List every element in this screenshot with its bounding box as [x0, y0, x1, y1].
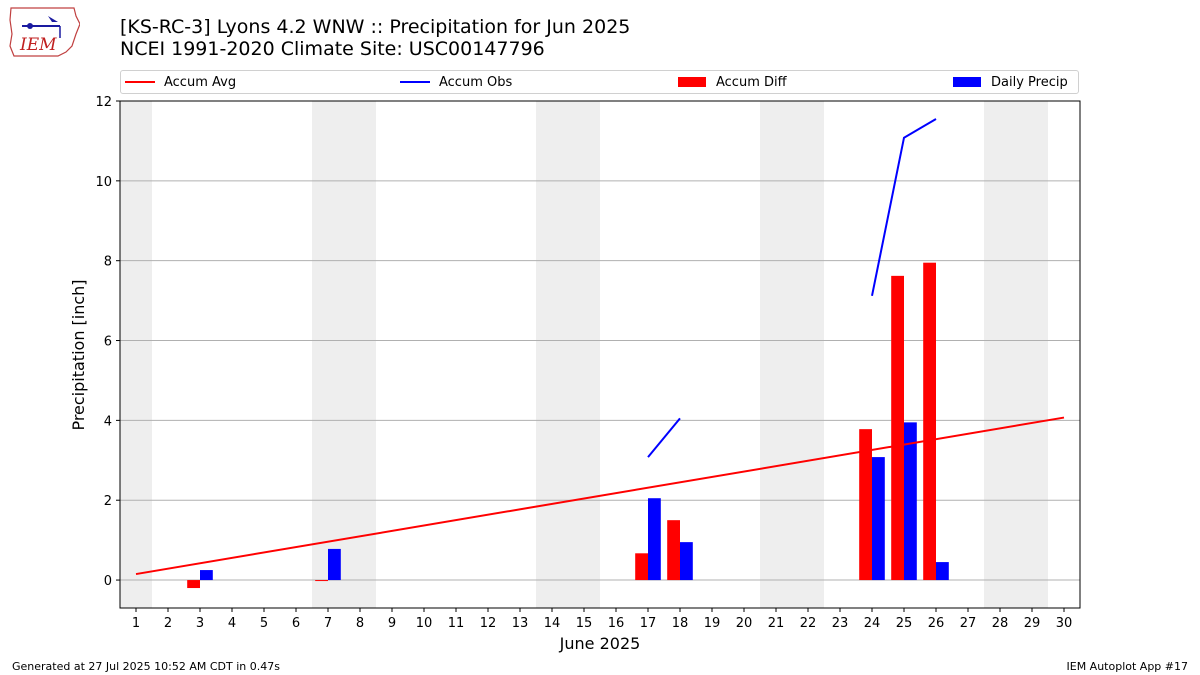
daily-precip-bar: [328, 548, 341, 581]
chart-title-block: [KS-RC-3] Lyons 4.2 WNW :: Precipitation…: [120, 16, 630, 60]
legend-accum-obs: Accum Obs: [400, 71, 512, 93]
y-tick-label: 8: [104, 255, 112, 270]
accum-diff-bar: [667, 520, 680, 581]
gridlines: [120, 100, 1080, 581]
y-axis-label: Precipitation [inch]: [69, 279, 88, 430]
y-tick-label: 12: [95, 95, 112, 110]
accum-avg-line: [135, 416, 1065, 576]
daily-precip-bar: [936, 562, 949, 581]
x-tick-label: 14: [544, 616, 561, 631]
weekend-band: [984, 101, 1048, 608]
weekend-band: [312, 101, 376, 608]
x-tick-label: 25: [896, 616, 913, 631]
generated-timestamp: Generated at 27 Jul 2025 10:52 AM CDT in…: [12, 660, 280, 673]
accum-diff-bar: [635, 553, 648, 581]
accum-diff-bar: [859, 429, 872, 581]
x-tick-label: 9: [388, 616, 396, 631]
logo-text: IEM: [19, 35, 57, 55]
x-tick-label: 18: [672, 616, 689, 631]
weekend-band: [120, 101, 152, 608]
x-tick-label: 15: [576, 616, 593, 631]
y-tick-label: 0: [104, 574, 112, 589]
plot-frame: [119, 100, 1081, 609]
x-tick-label: 7: [324, 616, 332, 631]
legend-swatch-accum-diff: [678, 77, 706, 87]
legend-swatch-accum-obs: [400, 81, 430, 83]
x-tick-label: 27: [960, 616, 977, 631]
x-tick-label: 8: [356, 616, 364, 631]
chart-subtitle: NCEI 1991-2020 Climate Site: USC00147796: [120, 38, 545, 60]
legend-swatch-accum-avg: [125, 81, 155, 83]
x-tick-label: 11: [448, 616, 465, 631]
daily-precip-bar: [872, 457, 885, 581]
y-tick-label: 10: [95, 175, 112, 190]
x-tick-label: 17: [640, 616, 657, 631]
accum-obs-line: [647, 417, 681, 458]
iem-logo: IEM: [8, 6, 81, 62]
y-axis: 0 2 4 6 8 10 12: [95, 95, 120, 589]
daily-precip-bar: [904, 422, 917, 581]
x-tick-label: 16: [608, 616, 625, 631]
x-tick-label: 6: [292, 616, 300, 631]
bars: [187, 262, 949, 589]
accum-diff-bar: [315, 580, 328, 582]
chart-title: [KS-RC-3] Lyons 4.2 WNW :: Precipitation…: [120, 16, 631, 38]
x-tick-label: 4: [228, 616, 236, 631]
x-tick-label: 2: [164, 616, 172, 631]
legend-label-accum-avg: Accum Avg: [164, 74, 237, 90]
x-tick-label: 30: [1056, 616, 1073, 631]
accum-lines: [135, 118, 1065, 576]
legend-accum-diff: Accum Diff: [678, 71, 787, 93]
x-tick-label: 29: [1024, 616, 1041, 631]
x-axis: 1 2 3 4 5 6 7 8 9 10 11 12 13 14 15 16 17 18 19 20 21 22 23 24 2…: [132, 608, 1072, 631]
y-tick-label: 2: [104, 494, 112, 509]
y-tick-label: 6: [104, 335, 112, 350]
accum-diff-bar: [187, 580, 200, 589]
x-tick-label: 21: [768, 616, 785, 631]
autoplot-app-id: IEM Autoplot App #17: [1066, 660, 1189, 673]
legend-label-accum-obs: Accum Obs: [439, 74, 513, 90]
x-tick-label: 20: [736, 616, 753, 631]
x-tick-label: 28: [992, 616, 1009, 631]
x-tick-label: 22: [800, 616, 817, 631]
legend-label-accum-diff: Accum Diff: [716, 74, 787, 90]
legend-accum-avg: Accum Avg: [125, 71, 236, 93]
accum-diff-bar: [891, 275, 904, 581]
weekend-band: [760, 101, 824, 608]
x-tick-label: 23: [832, 616, 849, 631]
x-tick-label: 19: [704, 616, 721, 631]
legend-label-daily-precip: Daily Precip: [991, 74, 1068, 90]
legend-swatch-daily-precip: [953, 77, 981, 87]
chart-legend: Accum Avg Accum Obs Accum Diff Daily Pre…: [120, 70, 1079, 94]
legend-daily-precip: Daily Precip: [953, 71, 1068, 93]
daily-precip-bar: [200, 570, 213, 581]
y-tick-label: 4: [104, 414, 112, 429]
x-tick-label: 3: [196, 616, 204, 631]
x-axis-label: June 2025: [559, 634, 641, 653]
daily-precip-bar: [680, 542, 693, 581]
weekend-shading: [120, 101, 1048, 608]
x-tick-label: 1: [132, 616, 140, 631]
x-tick-label: 24: [864, 616, 881, 631]
daily-precip-bar: [648, 498, 661, 581]
accum-diff-bar: [923, 262, 936, 581]
x-tick-label: 26: [928, 616, 945, 631]
x-tick-label: 5: [260, 616, 268, 631]
weekend-band: [536, 101, 600, 608]
x-tick-label: 10: [416, 616, 433, 631]
accum-obs-line: [871, 118, 937, 297]
x-tick-label: 12: [480, 616, 497, 631]
x-tick-label: 13: [512, 616, 529, 631]
